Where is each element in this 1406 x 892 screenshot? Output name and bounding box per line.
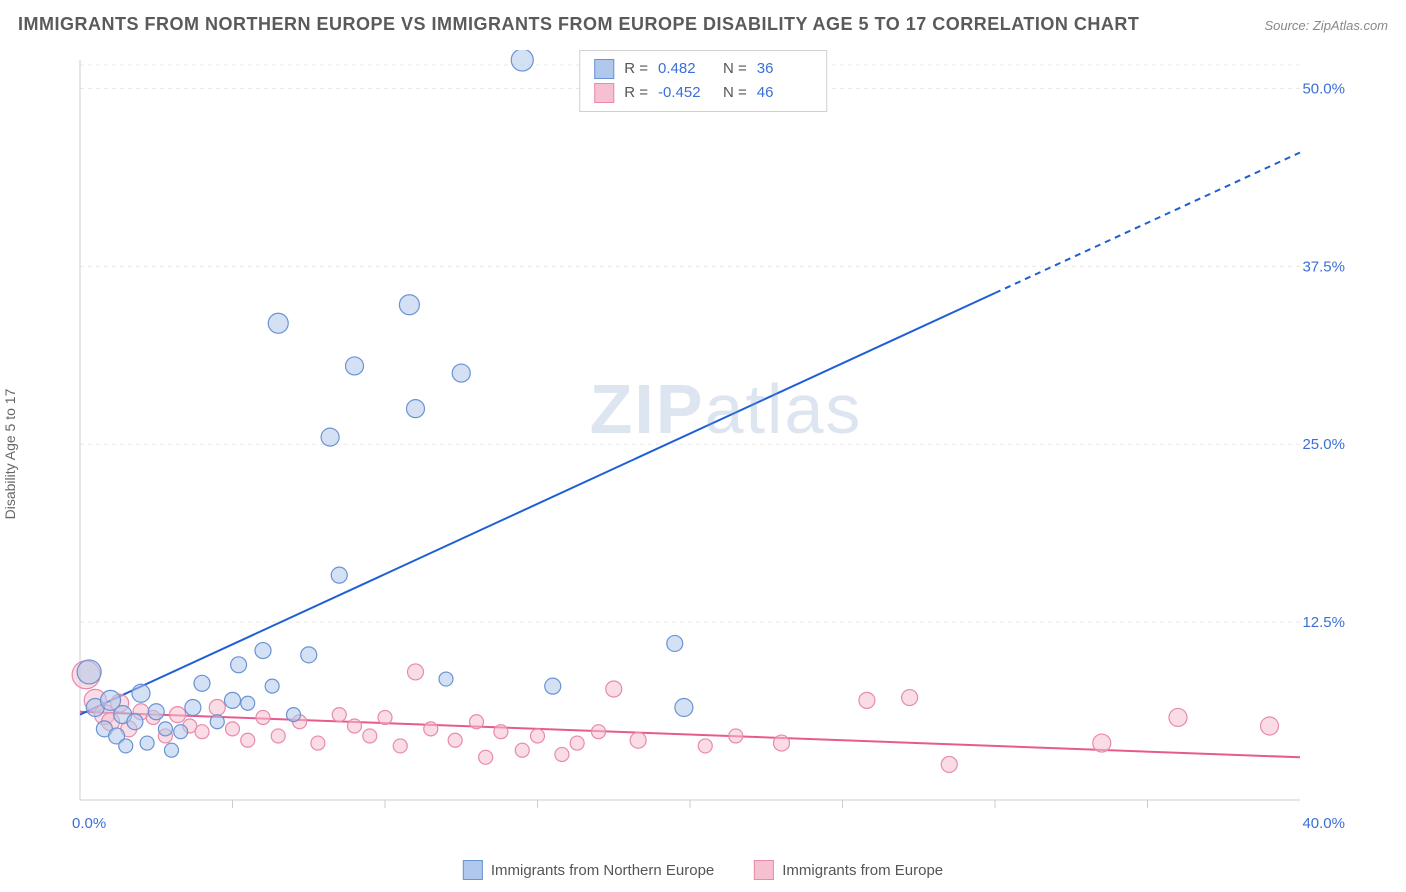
series-legend: Immigrants from Northern Europe Immigran… — [463, 860, 943, 880]
svg-text:37.5%: 37.5% — [1302, 258, 1345, 275]
legend-row-pink: R = -0.452 N = 46 — [594, 81, 812, 105]
swatch-blue — [463, 860, 483, 880]
swatch-pink — [594, 83, 614, 103]
chart-title: IMMIGRANTS FROM NORTHERN EUROPE VS IMMIG… — [18, 14, 1139, 35]
correlation-legend: R = 0.482 N = 36 R = -0.452 N = 46 — [579, 50, 827, 112]
svg-text:12.5%: 12.5% — [1302, 614, 1345, 631]
n-value-blue: 36 — [757, 57, 812, 81]
series-label-pink: Immigrants from Europe — [782, 862, 943, 879]
swatch-blue — [594, 59, 614, 79]
svg-text:0.0%: 0.0% — [72, 815, 106, 830]
svg-text:40.0%: 40.0% — [1302, 815, 1345, 830]
n-label: N = — [723, 57, 747, 81]
y-axis-label: Disability Age 5 to 17 — [2, 389, 18, 520]
r-value-pink: -0.452 — [658, 81, 713, 105]
legend-item-blue: Immigrants from Northern Europe — [463, 860, 714, 880]
r-value-blue: 0.482 — [658, 57, 713, 81]
n-value-pink: 46 — [757, 81, 812, 105]
chart-area: 12.5%25.0%37.5%50.0%0.0%40.0% ZIPatlas — [50, 50, 1350, 830]
r-label: R = — [624, 57, 648, 81]
source-label: Source: ZipAtlas.com — [1264, 18, 1388, 33]
n-label: N = — [723, 81, 747, 105]
scatter-chart: 12.5% 25.0% 37.5% 50.0% 0.0% 40.0% — [50, 50, 1350, 830]
swatch-pink — [754, 860, 774, 880]
svg-text:50.0%: 50.0% — [1302, 80, 1345, 97]
r-label: R = — [624, 81, 648, 105]
series-label-blue: Immigrants from Northern Europe — [491, 862, 714, 879]
legend-item-pink: Immigrants from Europe — [754, 860, 943, 880]
legend-row-blue: R = 0.482 N = 36 — [594, 57, 812, 81]
svg-text:25.0%: 25.0% — [1302, 436, 1345, 453]
